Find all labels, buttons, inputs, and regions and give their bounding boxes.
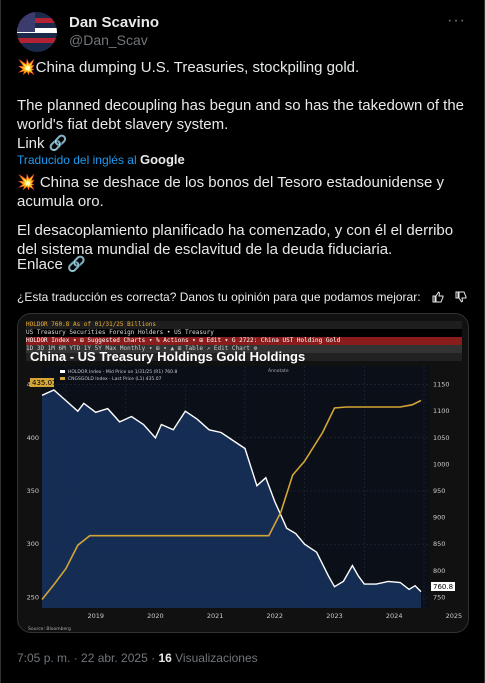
avatar-flag-canton bbox=[17, 12, 35, 32]
x-tick-label: 2024 bbox=[386, 612, 403, 620]
right-tick-label: 950 bbox=[433, 487, 445, 495]
views-label: Visualizaciones bbox=[175, 651, 258, 665]
right-tick-label: 800 bbox=[433, 567, 445, 575]
bloomberg-row4: 1D 3D 1M 6M YTD 1Y 5Y Max Monthly ▾ ⊞ ▾ … bbox=[26, 345, 462, 353]
annotate-label: Annotate bbox=[268, 368, 289, 374]
tweet-link[interactable]: Link 🔗 bbox=[17, 135, 68, 152]
views-count: 16 bbox=[158, 651, 172, 665]
translated-by[interactable]: Traducido del inglés al Google bbox=[17, 152, 185, 167]
legend-gold: CNGSGOLD Index - Last Price (L1) 435.07 bbox=[68, 376, 162, 382]
author-handle[interactable]: @Dan_Scav bbox=[69, 32, 148, 48]
ellipsis-icon[interactable]: ··· bbox=[447, 12, 466, 29]
x-tick-label: 2019 bbox=[87, 612, 104, 620]
legend-holdor: HOLDOR Index - Mid Price on 1/31/25 (R1)… bbox=[68, 369, 177, 375]
chart-legend: HOLDOR Index - Mid Price on 1/31/25 (R1)… bbox=[58, 367, 198, 384]
translation-line2: El desacoplamiento planificado ha comenz… bbox=[17, 222, 454, 258]
right-tick-label: 1050 bbox=[433, 434, 450, 442]
translated-by-prefix: Traducido del inglés al bbox=[17, 153, 137, 167]
avatar[interactable] bbox=[17, 12, 57, 52]
author-name[interactable]: Dan Scavino bbox=[69, 14, 160, 31]
x-tick-label: 2020 bbox=[147, 612, 164, 620]
left-tick-label: 350 bbox=[27, 487, 39, 495]
tweet-text-line2: The planned decoupling has begun and so … bbox=[17, 97, 465, 133]
last-label-right: 760.8 bbox=[433, 583, 453, 591]
translation-link[interactable]: Enlace 🔗 bbox=[17, 256, 86, 273]
translation-line1: 💥 China se deshace de los bonos del Teso… bbox=[17, 174, 445, 210]
right-axis: 750 800 850 900 950 1000 1050 1100 1150 bbox=[433, 381, 450, 602]
last-label-left: 435.07 bbox=[32, 379, 57, 387]
avatar-flag-stripe bbox=[17, 38, 57, 43]
gold-line bbox=[41, 399, 422, 600]
bloomberg-row1: HOLDOR 760.8 As of 01/31/25 Billions bbox=[26, 321, 462, 329]
right-tick-label: 1150 bbox=[433, 381, 450, 389]
left-tick-label: 300 bbox=[27, 540, 39, 548]
tweet-timestamp[interactable]: 7:05 p. m. · 22 abr. 2025 · bbox=[17, 651, 156, 665]
avatar-flag-stripe bbox=[17, 28, 57, 33]
source-label: Source: Bloomberg bbox=[28, 626, 71, 632]
x-tick-label: 2023 bbox=[326, 612, 343, 620]
feedback-prompt: ¿Esta traducción es correcta? Danos tu o… bbox=[17, 290, 421, 304]
x-tick-label: 2022 bbox=[267, 612, 284, 620]
right-tick-label: 1000 bbox=[433, 460, 450, 468]
tweet-meta: 7:05 p. m. · 22 abr. 2025 · 16 Visualiza… bbox=[17, 651, 258, 665]
google-logo-text: Google bbox=[139, 152, 185, 167]
chart-title: China - US Treasury Holdings Gold Holdin… bbox=[30, 349, 306, 364]
thumbs-down-icon[interactable] bbox=[455, 291, 467, 303]
bloomberg-header: HOLDOR 760.8 As of 01/31/25 Billions US … bbox=[26, 321, 462, 361]
left-axis: 250300350400450 bbox=[27, 381, 39, 602]
left-tick-label: 250 bbox=[27, 593, 39, 601]
right-tick-label: 1100 bbox=[433, 407, 450, 415]
x-tick-label: 2025 bbox=[446, 612, 463, 620]
x-axis: 2019 2020 2021 2022 2023 2024 2025 bbox=[87, 612, 462, 620]
bloomberg-row3: HOLDOR Index ▾ ⊞ Suggested Charts ▾ % Ac… bbox=[26, 337, 462, 345]
left-tick-label: 400 bbox=[27, 434, 39, 442]
translation-feedback: ¿Esta traducción es correcta? Danos tu o… bbox=[17, 290, 467, 304]
chart-image-card[interactable]: HOLDOR 760.8 As of 01/31/25 Billions US … bbox=[17, 313, 469, 633]
tweet-text-line1: 💥China dumping U.S. Treasuries, stockpil… bbox=[17, 59, 360, 76]
right-tick-label: 850 bbox=[433, 540, 445, 548]
chart-plot: 250300350400450 750800850900950100010501… bbox=[27, 366, 462, 632]
holdor-area bbox=[42, 390, 421, 608]
holdor-line bbox=[41, 389, 422, 593]
right-tick-label: 750 bbox=[433, 593, 445, 601]
last-label-right-box bbox=[431, 582, 455, 591]
x-tick-label: 2021 bbox=[207, 612, 224, 620]
avatar-flag-stripe bbox=[17, 18, 57, 23]
thumbs-up-icon[interactable] bbox=[432, 291, 444, 303]
right-tick-label: 900 bbox=[433, 514, 445, 522]
last-label-left-box bbox=[30, 378, 54, 387]
bloomberg-row2: US Treasury Securities Foreign Holders •… bbox=[26, 329, 462, 337]
